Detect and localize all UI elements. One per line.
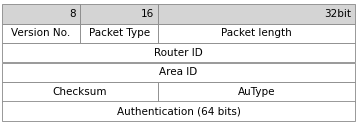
- Text: AuType: AuType: [238, 87, 276, 97]
- Text: Checksum: Checksum: [53, 87, 107, 97]
- Text: Router ID: Router ID: [154, 48, 203, 58]
- Text: Packet Type: Packet Type: [89, 28, 150, 38]
- Bar: [2, 102, 355, 121]
- Text: 32bit: 32bit: [324, 9, 351, 19]
- Text: Area ID: Area ID: [159, 67, 198, 77]
- Bar: [80, 24, 159, 43]
- Bar: [2, 24, 80, 43]
- Text: Version No.: Version No.: [11, 28, 71, 38]
- Bar: [2, 43, 355, 62]
- Text: 8: 8: [70, 9, 76, 19]
- Bar: [2, 4, 80, 24]
- Text: Authentication (64 bits): Authentication (64 bits): [117, 106, 240, 116]
- Bar: [159, 82, 355, 102]
- Text: 16: 16: [141, 9, 154, 19]
- Bar: [80, 4, 159, 24]
- Bar: [159, 24, 355, 43]
- Bar: [2, 82, 159, 102]
- Bar: [159, 4, 355, 24]
- Bar: [2, 62, 355, 82]
- Text: Packet length: Packet length: [221, 28, 292, 38]
